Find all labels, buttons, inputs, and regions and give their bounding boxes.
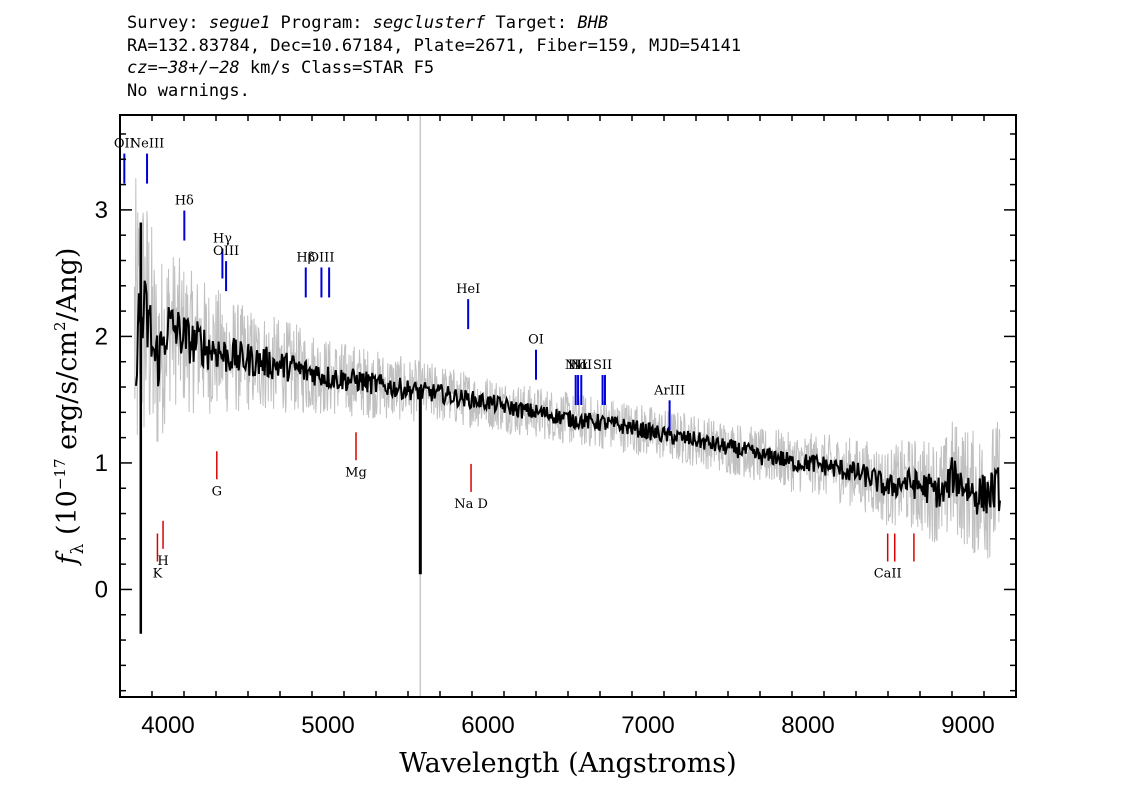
x-axis-title: Wavelength (Angstroms) [399, 748, 736, 779]
x-tick-label: 7000 [621, 712, 674, 739]
y-axis-title-a: (10 [52, 490, 83, 543]
header-line-warnings: No warnings. [127, 80, 250, 101]
x-tick-label: 4000 [141, 712, 194, 739]
spectrum-header: Survey: segue1 Program: segclusterf Targ… [127, 12, 741, 102]
emission-line-label: Hβ [296, 250, 315, 265]
absorption-line-label: Mg [345, 465, 367, 480]
emission-line-label: NII [565, 358, 587, 373]
emission-line-label: NII [570, 358, 592, 373]
emission-line-label: OIII [213, 244, 239, 259]
y-tick-label: 1 [95, 450, 108, 477]
emission-line-label: OI [528, 333, 544, 348]
emission-line-label: Hγ [213, 232, 232, 247]
y-tick-label: 3 [95, 197, 108, 224]
y-axis-title: fλ (10−17 erg/s/cm2/Ang) [51, 248, 88, 567]
header-line-redshift: cz=−38+/−28 km/s Class=STAR F5 [127, 57, 741, 80]
absorption-line-label: K [153, 567, 163, 582]
absorption-line-label: CaII [874, 567, 902, 582]
emission-line-label: OIII [308, 250, 334, 265]
flux-spectrum [135, 280, 1001, 515]
program-value: segclusterf [372, 13, 486, 33]
absorption-line-label: Na D [454, 497, 488, 512]
emission-line-label: ArIII [653, 383, 685, 398]
x-tick-labels: 4000 5000 6000 7000 8000 9000 [141, 712, 994, 739]
y-axis-title-b: erg/s/cm [52, 331, 83, 459]
y-tick-labels: 0 1 2 3 [95, 197, 108, 604]
y-axis-title-c: /Ang) [52, 248, 83, 322]
emission-line-label: NeIII [130, 137, 164, 152]
y-tick-label: 0 [95, 576, 108, 603]
survey-prefix: Survey: [127, 13, 209, 33]
emission-line-label: Hα [568, 358, 588, 373]
x-tick-label: 6000 [461, 712, 514, 739]
y-tick-label: 2 [95, 323, 108, 350]
header-line-coordinates: RA=132.83784, Dec=10.67184, Plate=2671, … [127, 35, 742, 56]
class-text: km/s Class=STAR F5 [239, 58, 435, 78]
axis-ticks-layer [119, 115, 1017, 697]
survey-value: segue1 [208, 13, 271, 33]
target-value: BHB [577, 13, 609, 33]
y-axis-square: 2 [51, 321, 69, 331]
header-line-survey: Survey: segue1 Program: segclusterf Targ… [127, 12, 741, 35]
emission-line-label: SII [593, 358, 612, 373]
y-axis-exponent: −17 [51, 458, 69, 490]
absorption-line-label: G [212, 484, 222, 499]
emission-line-label: Hδ [175, 194, 194, 209]
cz-value: cz=−38+/−28 [127, 58, 240, 78]
x-tick-label: 9000 [941, 712, 994, 739]
program-prefix: Program: [270, 13, 373, 33]
absorption-line-label: H [157, 554, 168, 569]
flux-layer [135, 222, 1001, 634]
emission-line-label: HeI [456, 282, 480, 297]
x-tick-label: 5000 [301, 712, 354, 739]
x-tick-label: 8000 [781, 712, 834, 739]
y-axis-subscript: λ [68, 543, 88, 554]
target-prefix: Target: [485, 13, 578, 33]
